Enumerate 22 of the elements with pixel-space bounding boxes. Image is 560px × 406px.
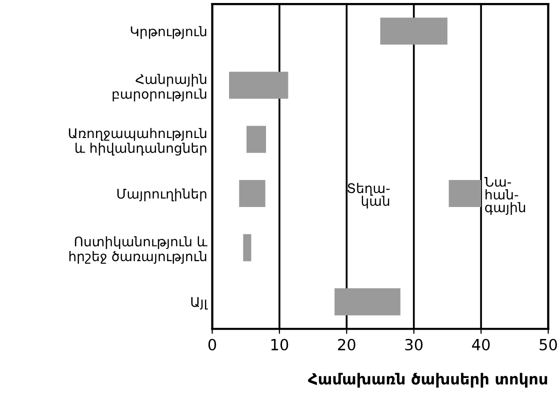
y-tick-label: Առողջապահություն և հիվանդանոցներ: [68, 128, 206, 156]
bar: [334, 288, 400, 316]
y-tick-label: Այլ: [191, 297, 208, 310]
bar: [380, 18, 448, 45]
y-tick-label: Ոստիկանություն և հրշեջ ծառայություն: [69, 236, 208, 264]
x-tick-label: 40: [472, 338, 490, 350]
x-tick-label: 10: [271, 338, 288, 350]
annotation: Նա- հան- գային: [484, 176, 526, 215]
bar: [243, 234, 252, 262]
annotation: Տեղա- կան: [348, 182, 390, 208]
y-tick-label: Մայրուղիներ: [117, 188, 206, 202]
x-tick-label: 20: [338, 338, 356, 350]
bar: [246, 126, 266, 153]
x-tick-label: 0: [208, 338, 216, 350]
y-tick-label: Հանրային բարօրություն: [112, 74, 206, 102]
x-tick-label: 50: [540, 338, 557, 350]
y-tick-label: Կրթություն: [130, 26, 206, 39]
x-tick-label: 30: [405, 338, 423, 350]
x-axis-title: Համախառն ծախսերի տոկոս: [308, 372, 548, 388]
bar: [239, 180, 266, 208]
bar: [448, 180, 482, 208]
bar: [229, 72, 288, 99]
